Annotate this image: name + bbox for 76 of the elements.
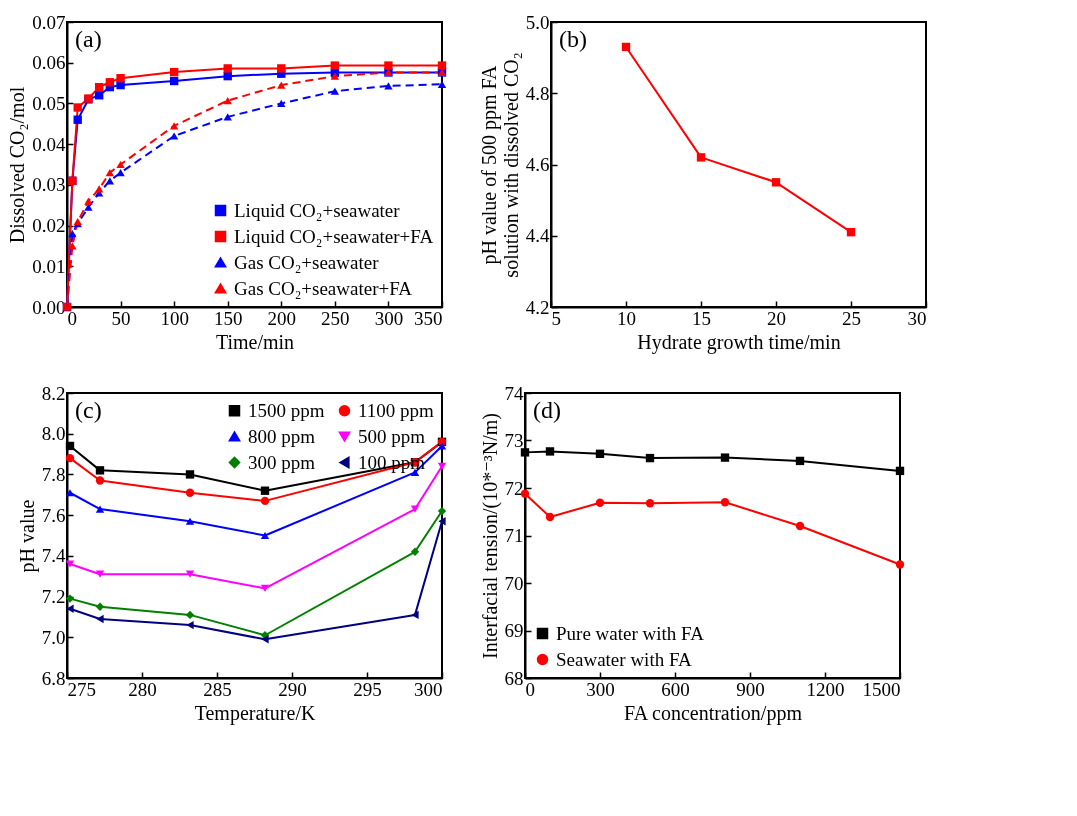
- x-tick-label: 1200: [806, 678, 845, 700]
- legend-label: 800 ppm: [248, 425, 316, 447]
- legend-label: Liquid CO₂+seawater+FA: [234, 225, 434, 247]
- x-axis-title: Time/min: [215, 330, 295, 353]
- y-tick-label: 4.6: [525, 154, 550, 175]
- y-tick-label: 8.2: [41, 382, 66, 404]
- annotation: (c): [75, 397, 102, 423]
- x-tick-label: 350: [414, 307, 443, 329]
- x-axis-title: FA concentration/ppm: [624, 701, 803, 725]
- y-tick-label: 74: [504, 382, 524, 404]
- y-axis-title: Interfacial tension/(10*⁻³N/m): [478, 413, 502, 659]
- x-tick-label: 300: [414, 678, 443, 700]
- x-tick-label: 300: [586, 678, 615, 700]
- annotation: (b): [559, 26, 587, 52]
- x-tick-label: 290: [278, 678, 307, 700]
- y-axis-title: pH value of 500 ppm FA solution with dissolved CO₂: [477, 52, 522, 278]
- y-tick-label: 72: [504, 477, 524, 499]
- y-tick-label: 4.8: [525, 82, 550, 104]
- annotation: (d): [533, 397, 561, 423]
- x-tick-label: 600: [661, 678, 690, 700]
- x-tick-label: 20: [767, 307, 786, 329]
- y-tick-label: 4.4: [525, 225, 550, 247]
- y-tick-label: 0.03: [32, 174, 66, 196]
- legend-label: 300 ppm: [248, 451, 316, 473]
- x-tick-label: 280: [128, 678, 157, 700]
- legend-label: 1100 ppm: [358, 399, 435, 421]
- y-tick-label: 5.0: [525, 11, 550, 33]
- x-tick-label: 5: [551, 307, 561, 329]
- y-tick-label: 0.05: [32, 92, 66, 114]
- x-tick-label: 200: [267, 307, 297, 329]
- y-tick-label: 4.2: [525, 296, 550, 318]
- x-tick-label: 150: [213, 307, 243, 329]
- y-tick-label: 0.02: [32, 215, 66, 237]
- legend-label: Seawater with FA: [556, 648, 693, 670]
- legend-label: 1500 ppm: [248, 399, 325, 421]
- y-tick-label: 0.07: [32, 11, 66, 33]
- y-tick-label: 70: [504, 572, 524, 594]
- x-tick-label: 100: [160, 307, 189, 329]
- y-axis-title: Dissolved CO₂/mol: [6, 86, 29, 244]
- x-tick-label: 285: [203, 678, 232, 700]
- y-tick-label: 8.0: [41, 423, 66, 445]
- y-tick-label: 6.8: [41, 667, 66, 689]
- x-tick-label: 1500: [862, 678, 901, 700]
- x-tick-label: 50: [111, 307, 131, 329]
- x-axis-title: Hydrate growth time/min: [637, 330, 841, 354]
- x-tick-label: 900: [736, 678, 765, 700]
- legend-label: 500 ppm: [358, 425, 426, 447]
- y-tick-label: 0.01: [32, 255, 66, 277]
- annotation: (a): [75, 26, 102, 52]
- y-tick-label: 7.2: [41, 586, 66, 608]
- y-tick-label: 0.04: [32, 133, 66, 155]
- x-tick-label: 15: [692, 307, 711, 329]
- y-tick-label: 73: [504, 430, 524, 451]
- x-tick-label: 275: [67, 678, 96, 700]
- x-tick-label: 30: [907, 307, 927, 329]
- x-tick-label: 250: [321, 307, 350, 329]
- x-tick-label: 0: [67, 307, 77, 329]
- y-tick-label: 7.6: [41, 504, 66, 526]
- y-tick-label: 0.06: [32, 52, 66, 74]
- y-tick-label: 7.8: [41, 463, 66, 485]
- x-tick-label: 25: [842, 307, 861, 329]
- y-tick-label: 68: [504, 667, 524, 689]
- x-tick-label: 10: [617, 307, 636, 329]
- y-tick-label: 69: [504, 620, 524, 641]
- x-tick-label: 295: [353, 678, 382, 700]
- legend-label: Gas CO₂+seawater: [234, 251, 380, 273]
- y-tick-label: 7.0: [41, 626, 66, 648]
- legend-label: Pure water with FA: [556, 622, 705, 644]
- y-axis-title: pH value: [15, 499, 39, 573]
- y-tick-label: 7.4: [41, 545, 66, 567]
- legend-label: Liquid CO₂+seawater: [234, 199, 401, 221]
- x-tick-label: 300: [374, 307, 404, 329]
- x-tick-label: 0: [525, 678, 535, 700]
- legend-label: Gas CO₂+seawater+FA: [234, 277, 413, 299]
- x-axis-title: Temperature/K: [194, 701, 316, 725]
- y-tick-label: 71: [504, 525, 524, 546]
